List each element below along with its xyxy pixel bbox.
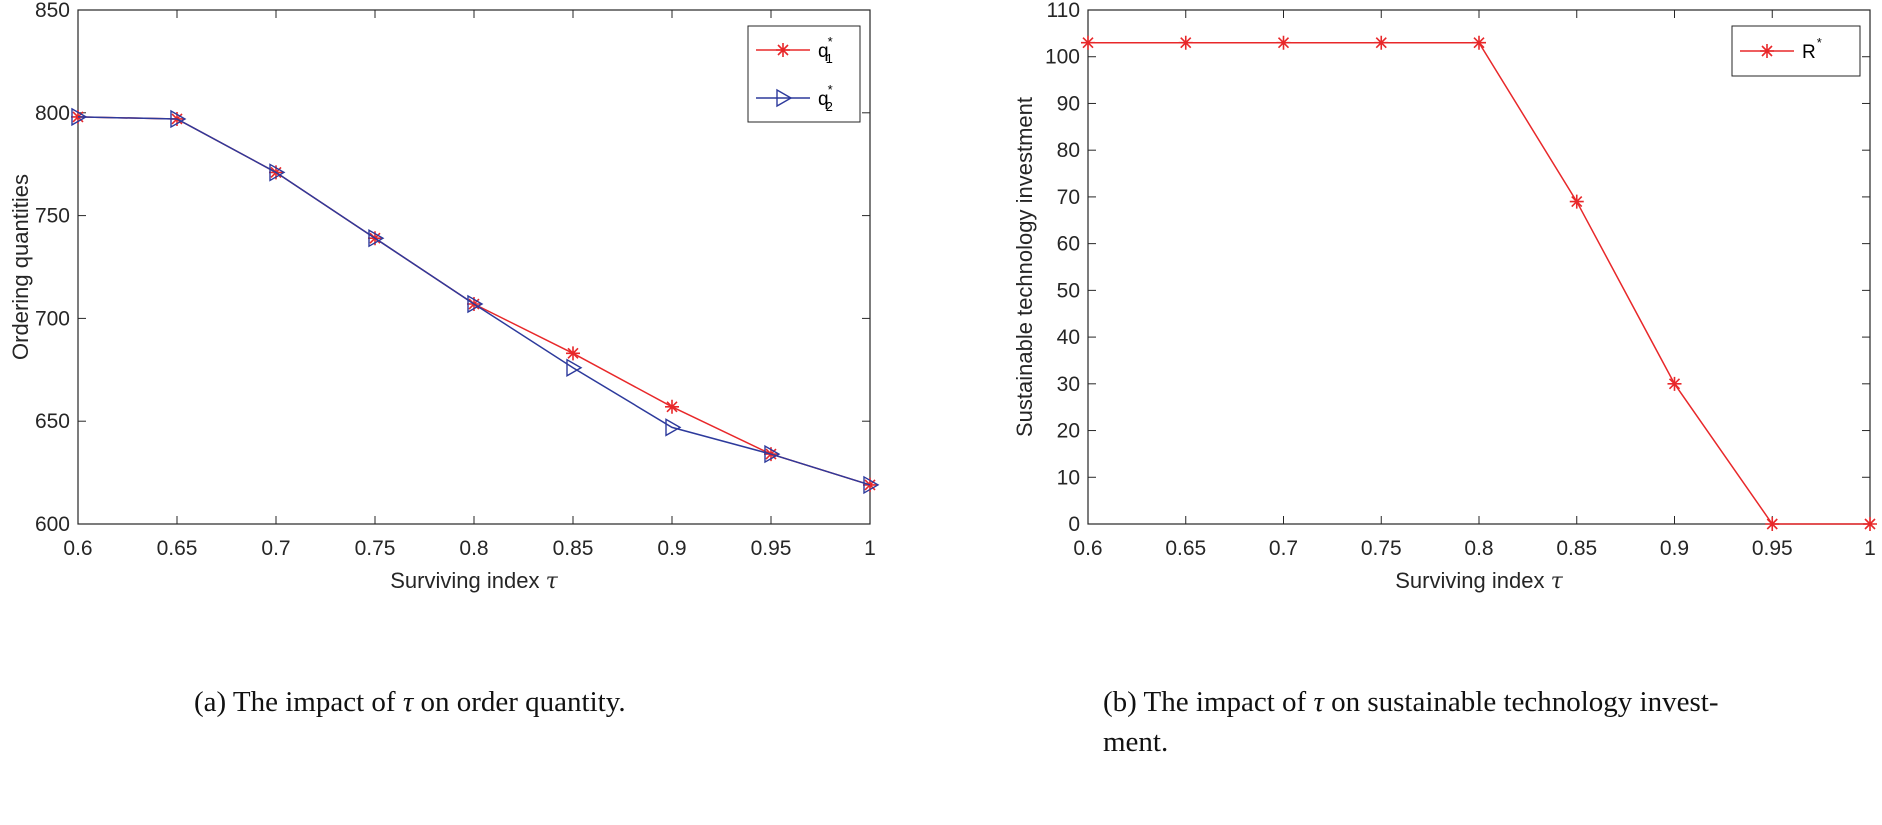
- data-point-b-0: [1178, 35, 1193, 50]
- x-axis-title-a: Surviving index τ: [390, 568, 558, 594]
- y-tick-label-b: 70: [1057, 186, 1080, 209]
- legend-sup: *: [828, 34, 833, 49]
- legend-marker-a-0: [776, 43, 790, 57]
- legend-sup: *: [828, 82, 833, 97]
- x-tick-label-b: 0.65: [1165, 537, 1206, 560]
- tau-symbol: τ: [1551, 569, 1564, 594]
- x-tick-label-b: 0.6: [1073, 537, 1102, 560]
- y-tick-label-b: 100: [1045, 46, 1080, 69]
- y-tick-label-a: 650: [35, 410, 70, 433]
- y-tick-label-b: 0: [1068, 513, 1080, 536]
- legend-a: q* 1q* 2: [747, 25, 861, 123]
- data-point-a-1: [269, 163, 286, 182]
- x-tick-label-a: 0.85: [553, 537, 594, 560]
- y-tick-label-b: 60: [1057, 233, 1080, 256]
- data-point-a-1: [467, 294, 484, 314]
- plot-area-b: [1088, 10, 1870, 524]
- series-b-0: [1081, 35, 1877, 531]
- data-point-a-1: [368, 229, 385, 248]
- y-tick-label-b: 30: [1057, 373, 1080, 396]
- x-tick-label-a: 0.9: [657, 537, 686, 560]
- y-tick-label-a: 750: [35, 205, 70, 228]
- y-axis-title-a: Ordering quantities: [8, 174, 33, 360]
- data-point-a-1: [566, 358, 583, 377]
- data-point-b-0: [1374, 35, 1389, 50]
- x-tick-label-a: 1: [864, 537, 876, 560]
- legend-marker-b-0: [1760, 44, 1774, 58]
- series-line-a-1: [77, 116, 871, 486]
- x-tick-label-a: 0.95: [751, 537, 792, 560]
- y-tick-label-a: 800: [35, 102, 70, 125]
- data-point-a-1: [764, 444, 781, 464]
- x-tick-label-b: 1: [1864, 537, 1876, 560]
- y-tick-label-b: 90: [1057, 92, 1080, 115]
- data-point-a-1: [170, 109, 187, 129]
- data-point-b-0: [1276, 35, 1291, 50]
- x-tick-label-a: 0.75: [355, 537, 396, 560]
- caption-a-prefix: (a) The impact of: [194, 686, 403, 718]
- y-tick-label-b: 10: [1057, 466, 1080, 489]
- caption-b-suffix: on sustainable technology invest-: [1323, 686, 1719, 718]
- legend-label-a-1: q* 2: [818, 82, 833, 114]
- data-point-b-0: [1472, 35, 1486, 50]
- legend-b: R*: [1731, 25, 1861, 77]
- x-tick-label-b: 0.9: [1660, 537, 1689, 560]
- chart-a: 0.6 0.65 0.7 0.75 0.8 0.85 0.9 0.95 1 600 650 700 75…: [8, 0, 880, 594]
- legend-label-a-0: q* 1: [818, 34, 833, 66]
- x-tick-label-a: 0.7: [261, 537, 290, 560]
- data-point-b-0: [1667, 376, 1682, 391]
- data-point-b-0: [1863, 517, 1877, 531]
- y-tick-label-b: 110: [1047, 0, 1080, 22]
- legend-sub: 1: [826, 51, 833, 66]
- data-point-a-1: [71, 107, 88, 127]
- x-tick-label-b: 0.95: [1752, 537, 1793, 560]
- caption-b: (b) The impact of τ on sustainable techn…: [1103, 682, 1863, 762]
- data-point-b-0: [1765, 517, 1780, 531]
- legend-marker-a-1: [776, 88, 793, 108]
- y-tick-label-b: 40: [1057, 326, 1080, 349]
- data-point-a-1: [863, 475, 880, 495]
- data-point-b-0: [1569, 194, 1584, 209]
- caption-a: (a) The impact of τ on order quantity.: [194, 682, 626, 722]
- legend-sup: *: [1817, 35, 1822, 50]
- data-point-a-0: [665, 399, 679, 414]
- legend-box-a: [747, 25, 861, 123]
- y-tick-label-b: 80: [1057, 139, 1080, 162]
- y-tick-label-a: 700: [35, 307, 70, 330]
- y-axis-title-b: Sustainable technology investment: [1012, 97, 1037, 437]
- legend-sub: 2: [826, 99, 833, 114]
- caption-a-suffix: on order quantity.: [413, 686, 626, 718]
- axes-frame-a: [77, 9, 871, 525]
- series-a-1: [71, 107, 880, 495]
- caption-b-prefix: (b) The impact of: [1103, 686, 1314, 718]
- x-tick-label-a: 0.8: [459, 537, 488, 560]
- x-tick-label-b: 0.75: [1361, 537, 1402, 560]
- x-tick-label-a: 0.65: [157, 537, 198, 560]
- y-tick-label-b: 20: [1057, 420, 1080, 443]
- data-point-a-0: [566, 346, 580, 361]
- x-tick-label-b: 0.7: [1269, 537, 1298, 560]
- y-tick-label-a: 850: [35, 0, 70, 22]
- x-tick-label-a: 0.6: [63, 537, 92, 560]
- chart-b: 0.6 0.65 0.7 0.75 0.8 0.85 0.9 0.95 101020304050…: [1012, 0, 1877, 594]
- data-point-a-1: [665, 418, 682, 437]
- x-axis-title-b: Surviving index τ: [1395, 568, 1563, 594]
- tau-symbol: τ: [546, 569, 559, 594]
- caption-b-line2: ment.: [1103, 726, 1169, 758]
- caption-b-symbol: τ: [1313, 686, 1324, 718]
- axes-frame-b: [1087, 9, 1871, 525]
- y-tick-label-a: 600: [35, 513, 70, 536]
- y-tick-label-b: 50: [1057, 279, 1080, 302]
- caption-a-symbol: τ: [402, 686, 414, 718]
- x-tick-label-b: 0.85: [1556, 537, 1597, 560]
- x-tick-label-b: 0.8: [1464, 537, 1493, 560]
- caption-b-line1: (b) The impact of τ on sustainable techn…: [1103, 682, 1863, 722]
- data-point-b-0: [1081, 35, 1095, 50]
